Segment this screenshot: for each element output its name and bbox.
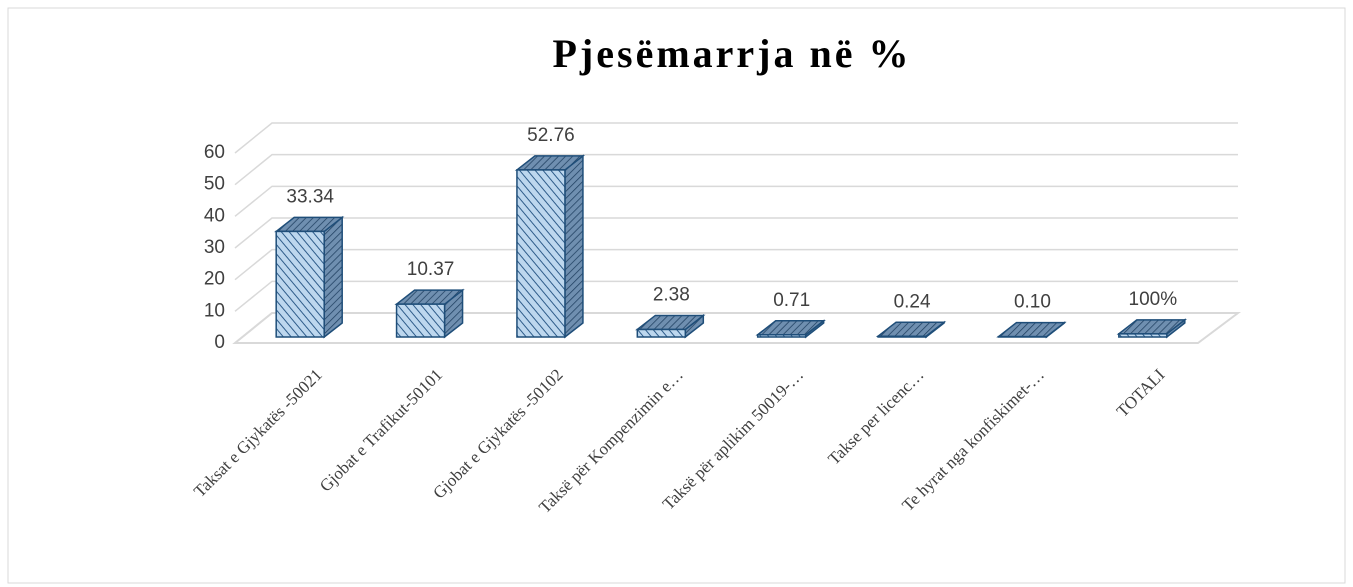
chart-border xyxy=(7,7,1346,584)
y-tick-label: 60 xyxy=(204,142,225,163)
grid-line xyxy=(234,312,1238,344)
bar xyxy=(636,328,687,338)
y-tick-label: 40 xyxy=(204,205,225,226)
y-tick-label: 50 xyxy=(204,174,225,195)
value-label: 0.24 xyxy=(894,291,931,312)
floor xyxy=(232,312,1241,344)
value-label: 0.71 xyxy=(773,290,810,311)
grid-line xyxy=(234,280,1238,312)
y-tick-label: 20 xyxy=(204,269,225,290)
bar-side xyxy=(564,154,584,339)
value-label: 0.10 xyxy=(1014,292,1051,313)
y-tick-label: 10 xyxy=(204,300,225,321)
bar xyxy=(1118,333,1168,338)
grid-line xyxy=(234,248,1238,281)
bar xyxy=(275,230,325,338)
y-tick-label: 0 xyxy=(214,332,225,353)
bar xyxy=(395,303,446,338)
y-tick-label: 30 xyxy=(204,237,225,258)
grid-line xyxy=(234,185,1238,217)
bar xyxy=(877,335,927,338)
value-label: 100% xyxy=(1129,289,1178,310)
grid-line xyxy=(234,122,1238,154)
value-label: 33.34 xyxy=(286,186,334,207)
chart-title: Pjesëmarrja në % xyxy=(553,31,912,76)
value-label: 10.37 xyxy=(407,259,455,280)
bar xyxy=(516,169,566,338)
value-label: 2.38 xyxy=(653,284,690,305)
grid-line xyxy=(234,217,1238,249)
bar xyxy=(756,334,807,338)
grid-line xyxy=(234,153,1238,186)
bar-side xyxy=(323,215,343,339)
value-label: 52.76 xyxy=(527,125,575,146)
